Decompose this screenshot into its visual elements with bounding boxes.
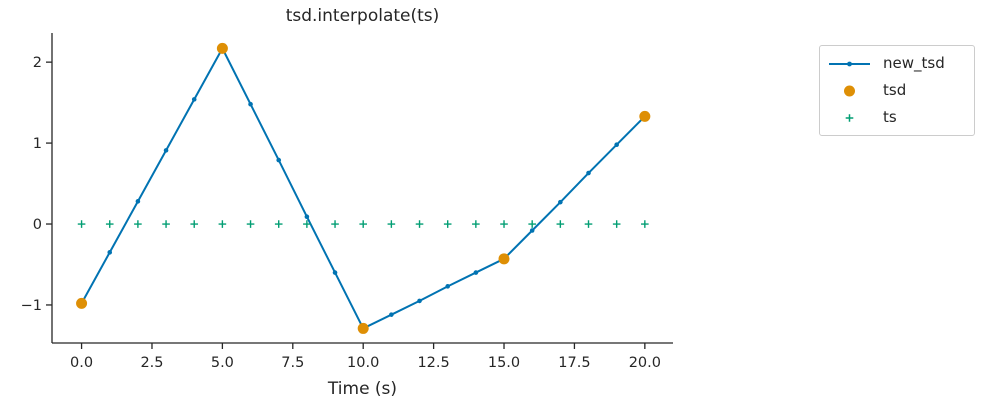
y-tick-label: −1 <box>21 298 42 314</box>
data-point-new_tsd <box>417 298 422 304</box>
data-point-new_tsd <box>614 142 619 147</box>
legend: new_tsd tsd ts <box>819 45 975 136</box>
data-point-new_tsd <box>276 157 282 163</box>
data-point-ts <box>443 220 452 228</box>
x-tick-label: 17.5 <box>558 355 590 371</box>
x-tick-label: 2.5 <box>140 355 163 371</box>
data-point-tsd <box>216 42 228 54</box>
data-point-new_tsd <box>389 312 394 317</box>
data-point-new_tsd <box>135 199 141 204</box>
data-point-new_tsd <box>586 170 591 176</box>
data-point-ts <box>162 220 170 228</box>
data-point-new_tsd <box>332 270 338 275</box>
data-point-ts <box>387 220 396 228</box>
data-point-new_tsd <box>163 148 169 153</box>
data-point-ts <box>556 220 565 228</box>
data-point-tsd <box>357 322 369 334</box>
data-point-ts <box>500 220 508 228</box>
data-point-tsd <box>639 110 651 122</box>
data-point-ts <box>274 220 283 228</box>
x-tick-label: 7.5 <box>281 355 304 371</box>
legend-label: new_tsd <box>883 54 945 72</box>
line-dot-marker-icon <box>829 61 870 66</box>
legend-entry-tsd: tsd <box>828 83 966 98</box>
legend-entry-new_tsd: new_tsd <box>828 56 966 71</box>
data-point-new_tsd <box>107 250 113 255</box>
legend-label: tsd <box>883 81 907 99</box>
y-tick-label: 0 <box>33 217 42 233</box>
dot-marker-icon <box>844 85 855 96</box>
data-point-ts <box>77 220 86 228</box>
series-line-new_tsd <box>80 47 646 330</box>
data-point-ts <box>641 220 649 228</box>
data-point-ts <box>612 220 621 228</box>
data-point-ts <box>584 220 593 228</box>
x-tick-label: 0.0 <box>70 355 93 371</box>
data-point-ts <box>134 220 142 228</box>
x-tick-label: 10.0 <box>347 355 379 371</box>
data-point-new_tsd <box>248 101 253 107</box>
data-point-ts <box>472 220 480 228</box>
data-point-tsd <box>76 297 88 309</box>
y-tick-label: 1 <box>33 136 42 152</box>
data-point-ts <box>528 220 536 228</box>
data-point-ts <box>415 220 424 228</box>
data-point-new_tsd <box>445 284 450 289</box>
chart-title: tsd.interpolate(ts) <box>285 6 440 26</box>
x-tick-label: 12.5 <box>417 355 449 371</box>
x-axis-label: Time (s) <box>327 379 398 399</box>
x-tick-label: 15.0 <box>488 355 520 371</box>
y-tick-label: 2 <box>33 55 42 71</box>
legend-label: ts <box>883 108 897 126</box>
data-point-ts <box>303 220 311 228</box>
data-point-ts <box>246 220 255 228</box>
data-point-tsd <box>498 253 510 265</box>
data-point-new_tsd <box>191 97 197 102</box>
data-point-ts <box>218 220 227 228</box>
data-point-new_tsd <box>558 199 563 205</box>
data-point-ts <box>331 220 339 228</box>
x-tick-label: 20.0 <box>629 355 661 371</box>
data-point-new_tsd <box>529 228 535 233</box>
x-tick-label: 5.0 <box>211 355 234 371</box>
data-point-ts <box>105 220 114 228</box>
data-point-ts <box>359 220 368 228</box>
data-point-ts <box>190 220 199 228</box>
legend-entry-ts: ts <box>828 110 966 125</box>
data-point-new_tsd <box>304 214 310 220</box>
data-point-new_tsd <box>473 270 479 275</box>
plus-marker-icon <box>845 113 854 122</box>
